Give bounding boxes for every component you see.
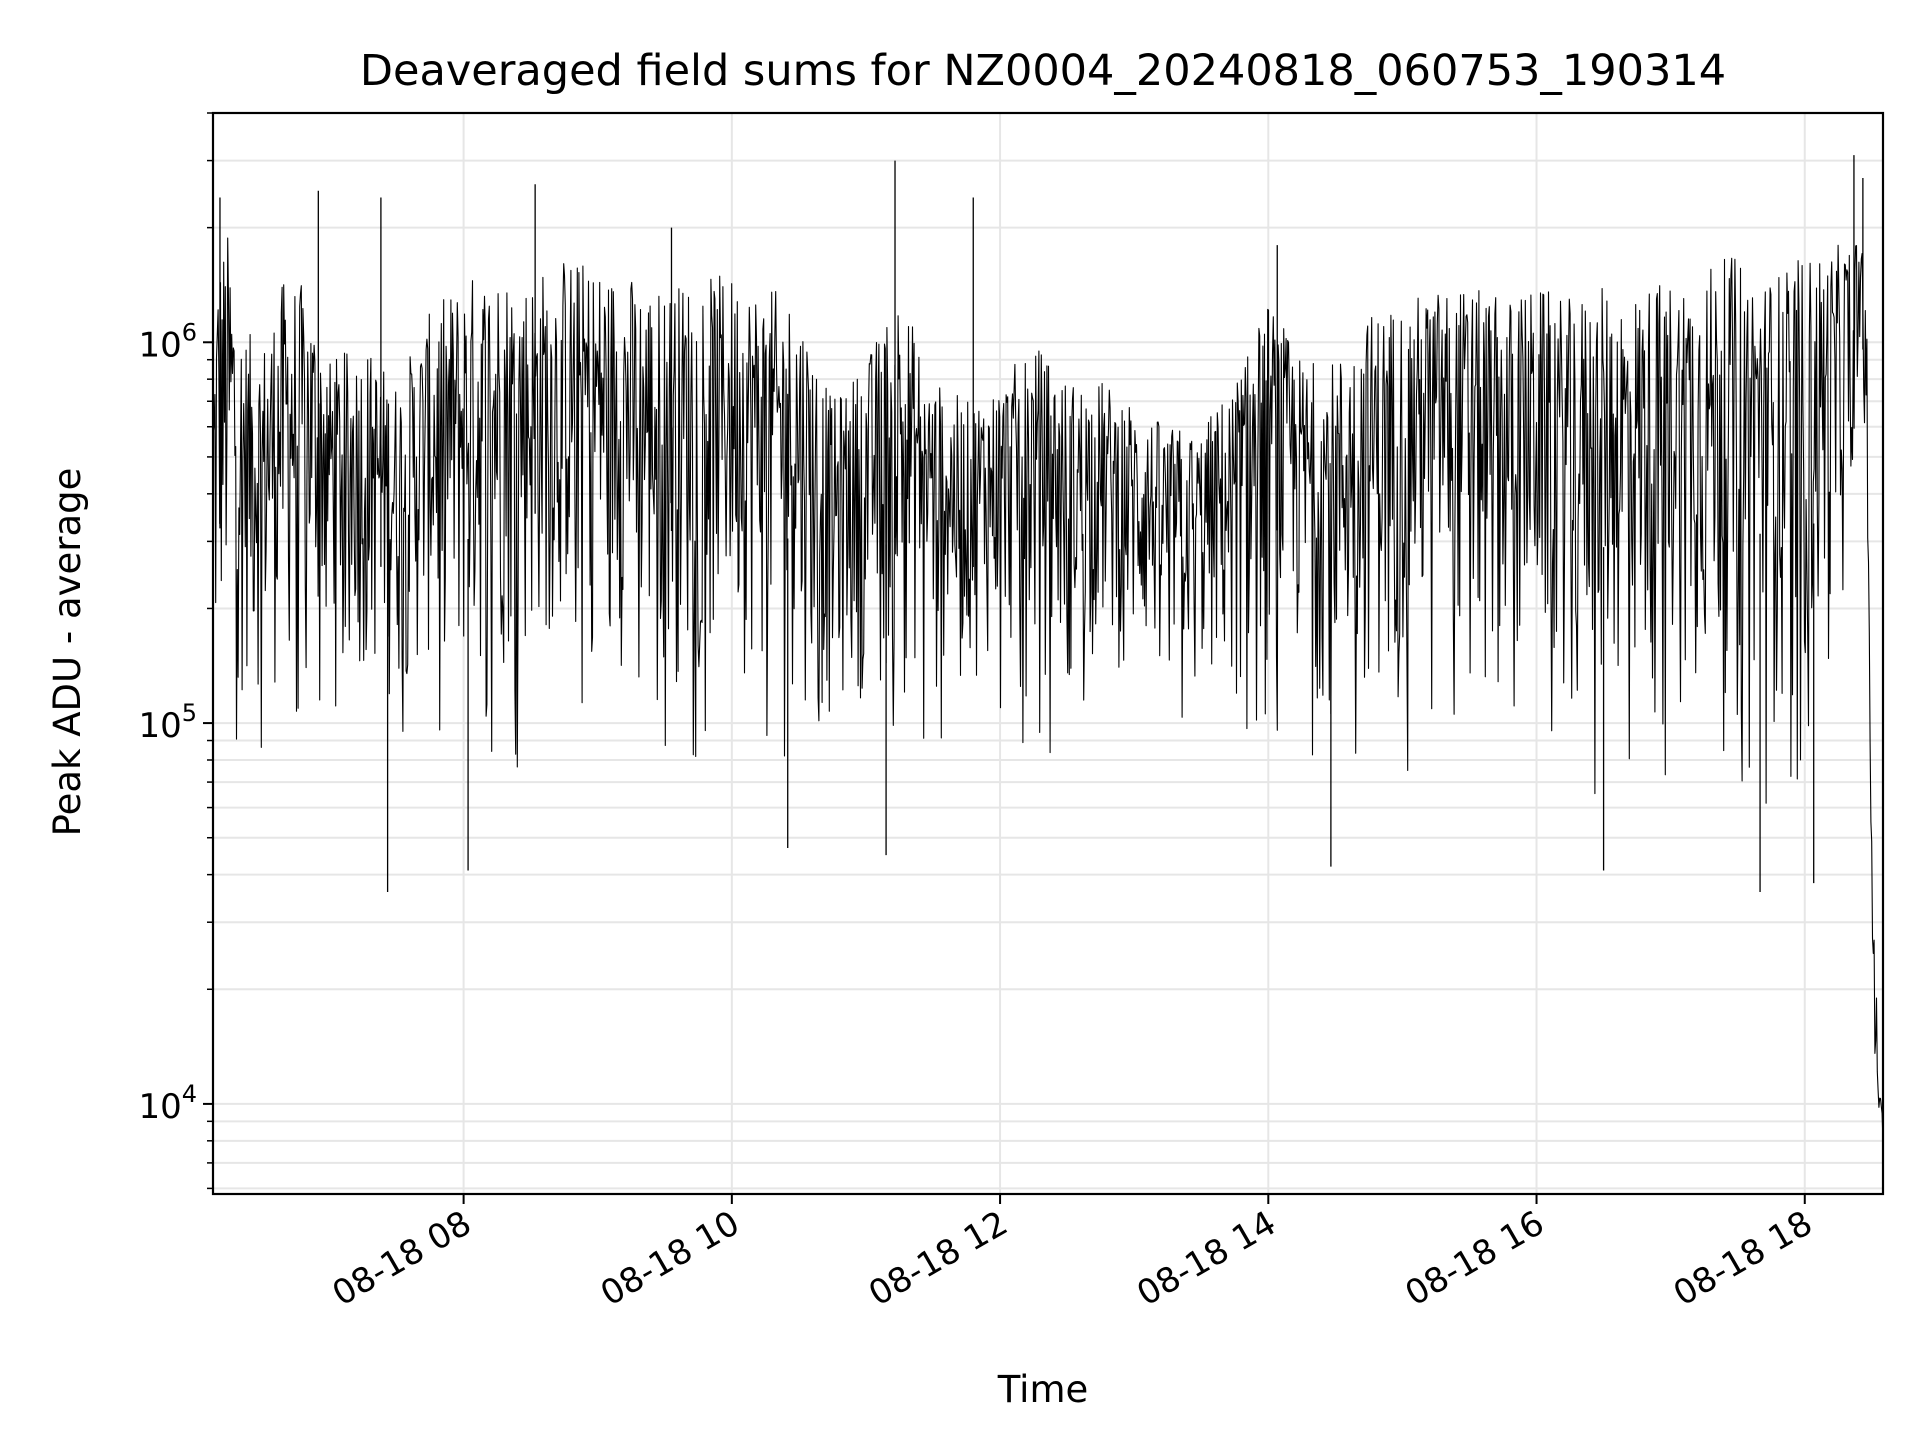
y-axis-label: Peak ADU - average — [46, 468, 89, 837]
plot-area-frame — [211, 111, 1885, 1196]
chart-title: Deaveraged field sums for NZ0004_2024081… — [360, 46, 1726, 96]
x-axis-label: Time — [997, 1368, 1089, 1411]
data-series-line — [212, 237, 1884, 1140]
y-tick-label: 105 — [138, 699, 197, 746]
y-tick-label: 104 — [138, 1080, 197, 1127]
y-tick-label: 106 — [138, 318, 197, 365]
data-layer — [212, 155, 1884, 1140]
